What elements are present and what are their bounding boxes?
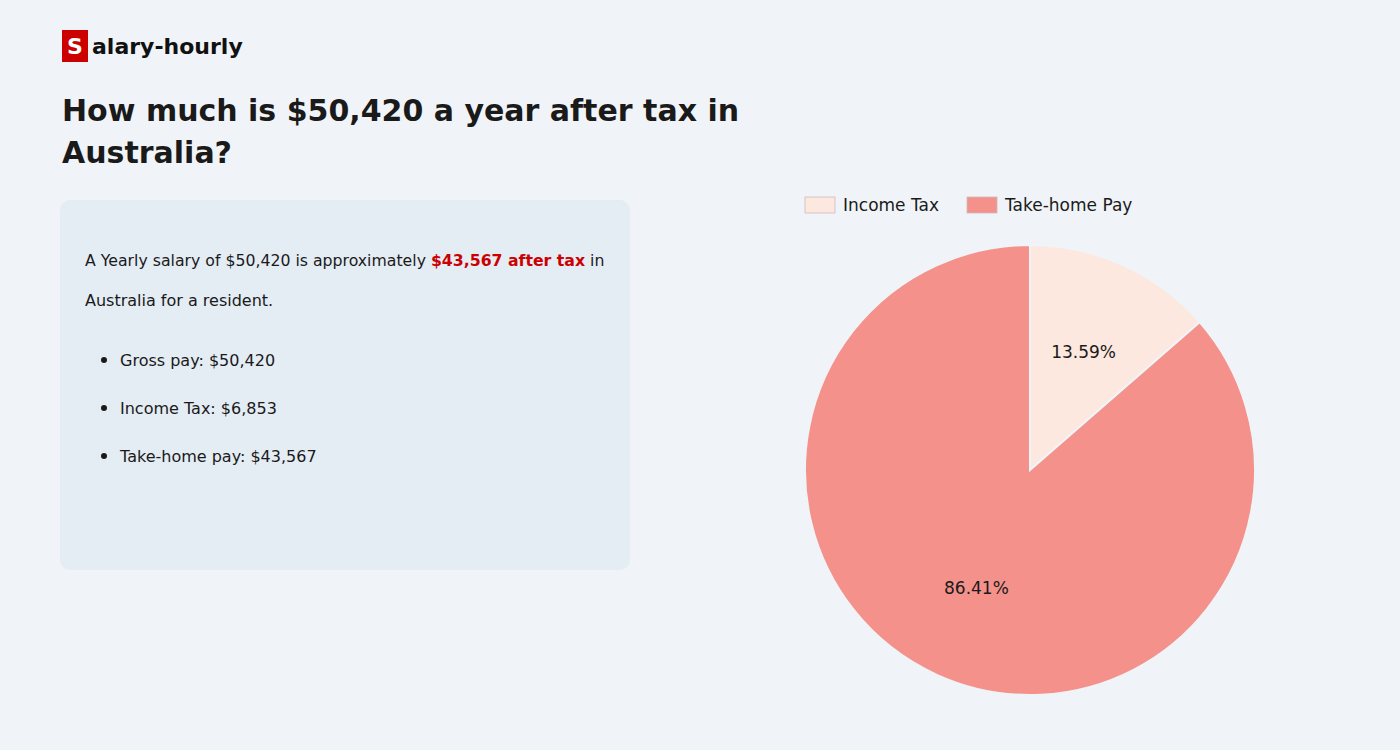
annotation-part: Take-home pay: $43,567 <box>119 447 317 466</box>
background <box>0 0 1400 750</box>
legend-swatch <box>805 197 835 213</box>
legend-item: Take-home Pay <box>967 195 1132 215</box>
bullet-dot <box>101 405 107 411</box>
logo-text: alary-hourly <box>92 34 243 59</box>
data-label: 13.59% <box>1051 342 1116 362</box>
annotation: Gross pay: $50,420 <box>120 351 275 370</box>
logo-text: S <box>67 34 83 59</box>
logo-box <box>62 30 88 62</box>
legend-item: Income Tax <box>805 195 939 215</box>
pie-slice <box>805 245 1255 695</box>
bullet-dot <box>101 357 107 363</box>
annotation-part: A Yearly salary of $50,420 is approximat… <box>85 251 431 270</box>
annotation-part: $43,567 after tax <box>431 251 585 270</box>
title: How much is $50,420 a year after tax in <box>62 93 739 128</box>
annotation-part: Income Tax: $6,853 <box>120 399 277 418</box>
data-label: 86.41% <box>944 578 1009 598</box>
annotation: A Yearly salary of $50,420 is approximat… <box>85 251 604 270</box>
annotation: Income Tax: $6,853 <box>120 399 277 418</box>
logo: Salary-hourly <box>62 30 243 62</box>
info-box <box>60 200 630 570</box>
annotation: Australia for a resident. <box>85 291 273 310</box>
annotation-part: Australia for a resident. <box>85 291 273 310</box>
bullet-dot <box>101 453 107 459</box>
legend-label: Income Tax <box>843 195 939 215</box>
chart: Salary-hourly How much is $50,420 a year … <box>0 0 1400 750</box>
annotation: Take-home pay: $43,567 <box>119 447 317 466</box>
annotation-part: in <box>585 251 604 270</box>
title: Australia? <box>62 135 232 170</box>
legend-swatch <box>967 197 997 213</box>
legend-label: Take-home Pay <box>1004 195 1132 215</box>
annotation-part: Gross pay: $50,420 <box>120 351 275 370</box>
pie <box>805 245 1255 695</box>
legend: Income Tax Take-home Pay <box>805 195 1132 215</box>
